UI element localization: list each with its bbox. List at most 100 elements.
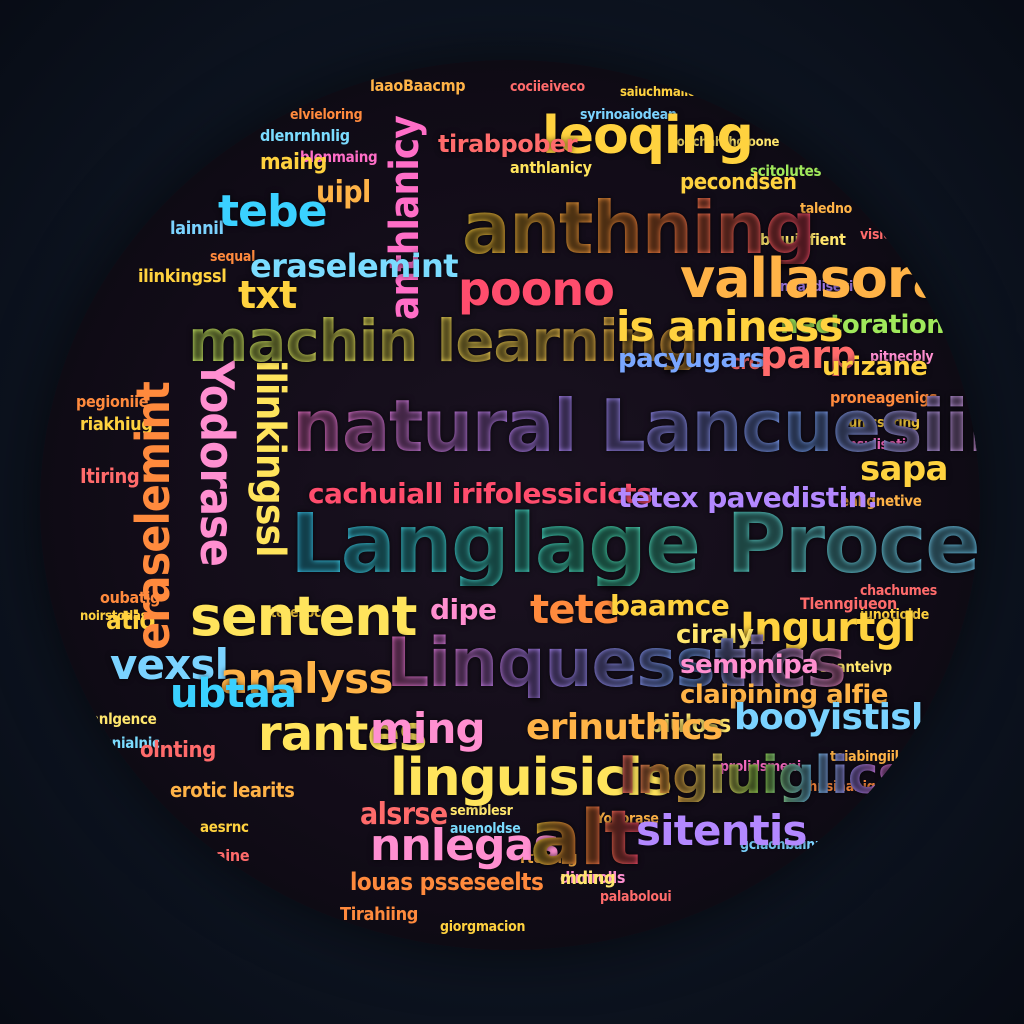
word: is aniness <box>616 302 843 351</box>
word: machin learning <box>188 307 699 375</box>
word: vallasoras <box>680 247 980 310</box>
word: poono <box>458 262 615 316</box>
word: anthning <box>462 186 816 270</box>
word: oubatig <box>100 588 161 607</box>
word: Yodorase <box>190 360 244 566</box>
word: anlgence <box>90 710 157 728</box>
word: toiabingiil <box>830 750 899 764</box>
word: croi <box>730 350 767 374</box>
word: cociieiveco <box>510 79 585 95</box>
word: nnlegas <box>370 820 560 871</box>
word: baamce <box>610 589 730 622</box>
word: txt <box>238 273 297 317</box>
word: scitolutes <box>750 162 822 180</box>
word: alsrse <box>360 797 448 832</box>
word: parp <box>760 333 857 377</box>
word: uipl <box>316 175 371 210</box>
word: Yodorase <box>596 812 659 826</box>
word: lainnil <box>170 218 224 239</box>
word: ciraly <box>676 622 754 648</box>
word: tebe <box>218 186 328 237</box>
word: biuloss <box>648 710 731 738</box>
word: ilinkingssl <box>138 266 227 287</box>
word: sitentis <box>636 806 807 855</box>
word: ealignetive <box>840 492 922 510</box>
word: mding <box>560 868 616 889</box>
word: maing <box>260 150 327 175</box>
word: linguisicis <box>390 748 673 808</box>
word: tirabpober <box>438 130 578 158</box>
word: atnaine <box>190 846 250 865</box>
word: dounialnic <box>84 734 160 752</box>
word: nectoration <box>780 310 945 340</box>
word: rtening <box>520 850 578 866</box>
word: ounicsaring <box>840 416 920 430</box>
word: aesrnc <box>200 818 249 836</box>
word: urizane <box>822 352 928 382</box>
word: analyss <box>220 654 393 703</box>
word: ming <box>370 704 486 753</box>
word: erotic learits <box>170 778 295 802</box>
word: ciuhiinoun <box>800 859 872 875</box>
word: elvieloring <box>290 107 363 123</box>
word: saiuchmaiiome <box>620 85 716 100</box>
word: Langlage Processiing <box>290 504 980 586</box>
word: louas psseseelts <box>350 868 544 896</box>
word: atio <box>106 606 155 636</box>
word: rantes <box>258 706 428 762</box>
word: chachumes <box>860 583 937 599</box>
word: sapa <box>860 449 948 489</box>
word: ohnsihanigs <box>800 780 883 794</box>
word: laaoBaacmp <box>370 76 466 95</box>
word: dipe <box>430 593 497 626</box>
word: natural Lancuesiing <box>292 390 980 462</box>
word: anthlanicy <box>510 158 592 177</box>
word: sequal <box>210 249 256 265</box>
word: cachuiall irifolessicicts <box>308 477 653 510</box>
word: Ingiuiglics <box>618 746 909 806</box>
word: souchahtholoone <box>670 135 780 150</box>
word: claipining alfie <box>680 680 888 710</box>
word: taledno <box>800 201 853 217</box>
word: riakhiug <box>80 414 153 435</box>
word: Tlenngiueon <box>800 594 897 613</box>
word: eraselemint <box>126 382 180 650</box>
word: blenmaing <box>300 148 378 166</box>
word: blquidfient <box>760 232 846 248</box>
word: sempnipa <box>680 650 819 680</box>
word: otetesoc <box>262 605 322 621</box>
word: anthlanicy <box>382 115 428 320</box>
word: pecondsen <box>680 170 797 195</box>
word: tetex pavedistin: <box>618 481 878 514</box>
word: Tirahiing <box>340 904 419 925</box>
word: alt <box>530 793 641 882</box>
word: Ingurtgl <box>740 605 916 651</box>
word: giorgmacion <box>440 919 526 935</box>
word: gciaohbainuug <box>740 837 842 853</box>
word: ubtaa <box>170 671 297 717</box>
word: palaboloui <box>600 889 672 905</box>
word: olnting <box>140 738 216 763</box>
word: tete <box>530 587 620 633</box>
word: pacyugars <box>618 344 765 374</box>
word: visiolt <box>860 227 902 243</box>
word: erinuthics <box>526 707 723 748</box>
word: sentent <box>190 585 417 648</box>
word: pegioniie <box>76 392 149 411</box>
word: proneagenigs <box>830 390 938 406</box>
word: syrinoaiodean <box>580 107 677 123</box>
word: nsuliseti <box>848 438 906 452</box>
word: dirnrolls <box>560 868 626 887</box>
word: pitnecbly <box>870 349 934 365</box>
word: noirstodas <box>80 609 148 624</box>
word: booyistisl <box>734 697 923 738</box>
word: leoqing <box>542 106 754 166</box>
word: vexsl <box>110 640 229 689</box>
word: nbasdiseyi <box>780 279 854 295</box>
word: Itiring <box>80 464 140 488</box>
word: iunotiolde <box>860 607 929 623</box>
word: ilinkingssl <box>247 360 293 557</box>
word: dlenrnhnlig <box>260 126 350 145</box>
word: Linquesstics <box>386 624 847 703</box>
